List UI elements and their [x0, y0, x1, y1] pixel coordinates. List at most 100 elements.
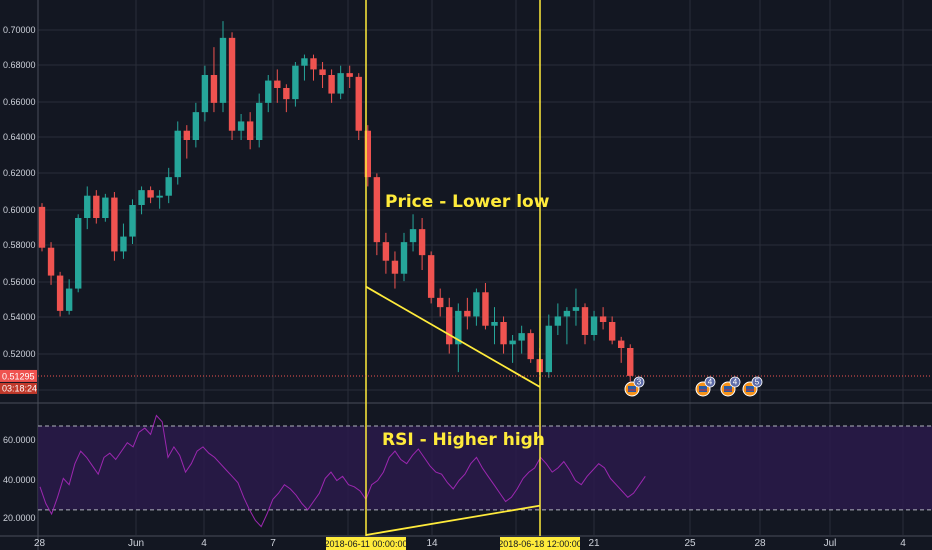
candle-body	[237, 121, 245, 131]
rsi-divergence-line	[365, 504, 541, 536]
candle-body	[455, 310, 462, 345]
rsi-tick-label: 40.0000	[3, 475, 36, 485]
candle-body	[491, 322, 498, 326]
candle-body	[210, 75, 218, 103]
price-tick-label: 0.64000	[3, 132, 36, 142]
event-flag[interactable]: 3	[624, 376, 645, 397]
overlay: Price - Lower low RSI - Higher high	[38, 0, 932, 536]
candle-body	[65, 288, 73, 311]
candle-body	[246, 121, 254, 140]
price-tick-label: 0.62000	[3, 168, 36, 178]
countdown-tag	[0, 382, 37, 394]
candle-body	[409, 229, 417, 243]
rsi-tick-label: 60.0000	[3, 435, 36, 445]
rsi-tick-label: 20.0000	[3, 513, 36, 523]
candle-body	[256, 102, 263, 140]
candle-body	[509, 340, 516, 345]
candle-body	[310, 58, 317, 70]
candle-body	[292, 65, 299, 100]
event-flags[interactable]: 3 4 4 5	[624, 376, 763, 397]
candles	[38, 21, 634, 382]
flag-count: 5	[755, 378, 760, 387]
price-tick-label: 0.52000	[3, 349, 36, 359]
price-tick-label: 0.58000	[3, 240, 36, 250]
candle-body	[165, 177, 172, 196]
candle-body	[572, 307, 580, 311]
time-tick-label: 7	[270, 538, 276, 549]
candle-body	[446, 307, 453, 345]
date-marker-label: 2018-06-11 00:00:00	[325, 539, 408, 549]
price-annotation: Price - Lower low	[385, 192, 550, 212]
price-tick-label: 0.70000	[3, 25, 36, 35]
candle-body	[228, 37, 236, 131]
rsi-line	[39, 414, 646, 528]
candle-body	[120, 236, 127, 252]
rsi-band	[38, 425, 932, 511]
candle-body	[138, 190, 145, 205]
event-flag[interactable]: 4	[695, 376, 716, 397]
candle-body	[427, 255, 435, 298]
candle-body	[608, 322, 616, 341]
price-tick-label: 0.60000	[3, 205, 36, 215]
candle-body	[500, 322, 507, 345]
candle-body	[201, 75, 209, 113]
time-tick-label: 4	[201, 538, 207, 549]
flag-icon	[724, 386, 732, 392]
candle-body	[382, 242, 390, 261]
time-tick-label: 28	[754, 538, 766, 549]
candle-body	[319, 69, 326, 75]
time-tick-label: 25	[684, 538, 696, 549]
candle-body	[590, 316, 598, 335]
rsi-series	[39, 414, 646, 528]
candle-body	[527, 333, 534, 360]
event-flag[interactable]: 5	[742, 376, 763, 397]
price-tick-label: 0.54000	[3, 312, 36, 322]
countdown-value: 03:18:24	[2, 383, 37, 393]
candle-body	[627, 348, 634, 376]
time-tick-label: 28	[34, 538, 46, 549]
flag-count: 4	[708, 378, 713, 387]
price-tick-label: 0.66000	[3, 97, 36, 107]
flag-icon	[746, 386, 754, 392]
event-flag[interactable]: 4	[720, 376, 741, 397]
candle-body	[102, 197, 109, 218]
candle-body	[328, 75, 335, 94]
candle-body	[473, 292, 480, 317]
candle-body	[156, 195, 163, 198]
flag-count-badge	[633, 376, 645, 388]
time-axis[interactable]: 28Jun47111418212528Jul42018-06-11 00:00:…	[34, 537, 906, 550]
time-tick-label: Jun	[128, 538, 144, 549]
candle-body	[518, 333, 525, 341]
candle-body	[301, 58, 308, 66]
time-tick-label: 14	[426, 538, 438, 549]
candle-body	[554, 316, 562, 326]
flag-count: 3	[637, 378, 642, 387]
candle-body	[581, 307, 589, 335]
candle-body	[563, 310, 571, 317]
candle-body	[418, 229, 426, 256]
candle-body	[464, 310, 471, 317]
candle-body	[56, 275, 64, 311]
time-tick-label: 4	[900, 538, 906, 549]
time-tick-label: 21	[588, 538, 600, 549]
price-axis[interactable]: 0.70000 0.68000 0.66000 0.64000 0.62000 0.600…	[0, 25, 37, 523]
rsi-overbought-oversold-band	[38, 425, 932, 510]
candle-body	[391, 260, 399, 274]
candle-body	[93, 195, 100, 218]
candle-body	[47, 247, 55, 276]
candle-body	[192, 112, 200, 140]
candle-body	[437, 297, 444, 308]
date-marker-tag	[500, 537, 580, 550]
candle-body	[283, 88, 290, 100]
candle-body	[482, 292, 489, 326]
candle-body	[38, 206, 46, 248]
candle-body	[364, 130, 371, 178]
price-tick-label: 0.56000	[3, 277, 36, 287]
flag-count-badge	[729, 376, 741, 388]
candle-body	[599, 316, 607, 322]
candle-body	[147, 190, 154, 198]
time-tick-label: Jul	[824, 538, 837, 549]
last-price-tag	[0, 369, 37, 382]
